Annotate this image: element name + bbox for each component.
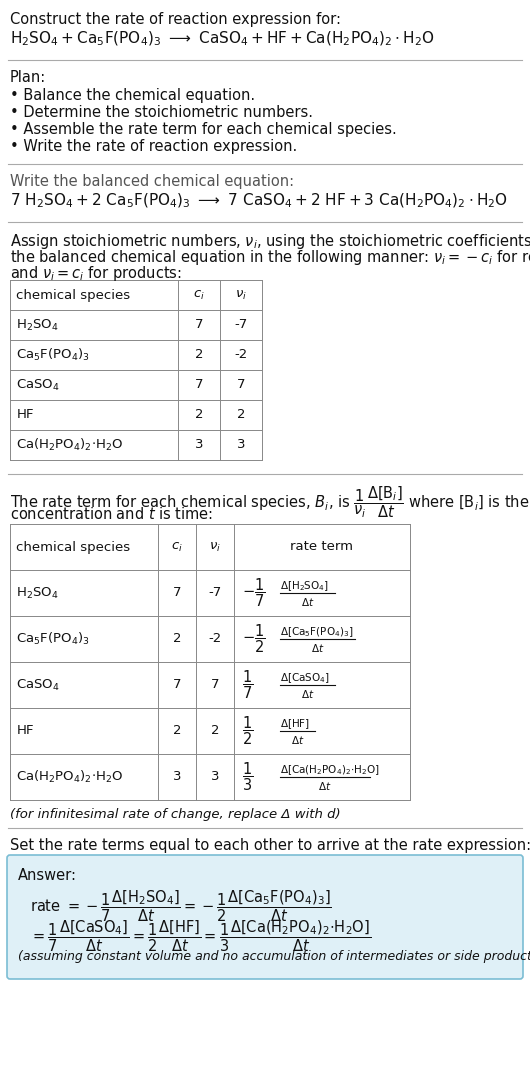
Text: $\nu_i$: $\nu_i$ [235, 288, 247, 301]
Text: $\Delta t$: $\Delta t$ [291, 734, 304, 746]
Text: 2: 2 [211, 725, 219, 738]
Text: 7: 7 [211, 679, 219, 691]
Text: 2: 2 [173, 725, 181, 738]
Text: $\Delta t$: $\Delta t$ [301, 688, 314, 700]
Text: -7: -7 [208, 586, 222, 599]
Text: 2: 2 [195, 348, 203, 361]
Text: $= \dfrac{1}{7}\dfrac{\Delta[\mathrm{CaSO_4}]}{\Delta t} = \dfrac{1}{2}\dfrac{\D: $= \dfrac{1}{7}\dfrac{\Delta[\mathrm{CaS… [30, 918, 371, 954]
Text: chemical species: chemical species [16, 288, 130, 301]
Text: and $\nu_i = c_i$ for products:: and $\nu_i = c_i$ for products: [10, 264, 182, 283]
Text: $\Delta[\mathrm{Ca_5F(PO_4)_3}]$: $\Delta[\mathrm{Ca_5F(PO_4)_3}]$ [280, 625, 354, 639]
Text: $\mathrm{7\ H_2SO_4 + 2\ Ca_5F(PO_4)_3 \ \longrightarrow \ 7\ CaSO_4 + 2\ HF + 3: $\mathrm{7\ H_2SO_4 + 2\ Ca_5F(PO_4)_3 \… [10, 192, 508, 210]
Text: $\Delta[\mathrm{Ca(H_2PO_4)_2{\cdot}H_2O}]$: $\Delta[\mathrm{Ca(H_2PO_4)_2{\cdot}H_2O… [280, 763, 379, 777]
Text: Construct the rate of reaction expression for:: Construct the rate of reaction expressio… [10, 12, 341, 27]
Text: $\mathrm{H_2SO_4}$: $\mathrm{H_2SO_4}$ [16, 317, 59, 332]
Text: $\mathrm{HF}$: $\mathrm{HF}$ [16, 408, 34, 421]
Text: Set the rate terms equal to each other to arrive at the rate expression:: Set the rate terms equal to each other t… [10, 838, 530, 853]
Text: 7: 7 [195, 318, 203, 331]
Text: 7: 7 [195, 378, 203, 391]
Text: $\Delta t$: $\Delta t$ [318, 780, 332, 792]
Text: $-\dfrac{1}{2}$: $-\dfrac{1}{2}$ [242, 623, 266, 655]
Text: $c_i$: $c_i$ [193, 288, 205, 301]
Text: $\mathrm{Ca_5F(PO_4)_3}$: $\mathrm{Ca_5F(PO_4)_3}$ [16, 631, 90, 647]
Text: $\mathrm{CaSO_4}$: $\mathrm{CaSO_4}$ [16, 678, 60, 693]
Text: (for infinitesimal rate of change, replace Δ with d): (for infinitesimal rate of change, repla… [10, 808, 341, 821]
Text: rate term: rate term [290, 540, 354, 553]
Text: 2: 2 [173, 632, 181, 645]
Text: Assign stoichiometric numbers, $\nu_i$, using the stoichiometric coefficients, $: Assign stoichiometric numbers, $\nu_i$, … [10, 232, 530, 251]
Text: $\mathrm{Ca(H_2PO_4)_2{\cdot}H_2O}$: $\mathrm{Ca(H_2PO_4)_2{\cdot}H_2O}$ [16, 437, 123, 453]
Text: $\Delta[\mathrm{H_2SO_4}]$: $\Delta[\mathrm{H_2SO_4}]$ [280, 579, 329, 593]
Text: 7: 7 [237, 378, 245, 391]
Text: $\mathrm{CaSO_4}$: $\mathrm{CaSO_4}$ [16, 377, 60, 392]
Text: $\mathrm{H_2SO_4}$: $\mathrm{H_2SO_4}$ [16, 585, 59, 600]
Text: 2: 2 [195, 408, 203, 421]
Text: 3: 3 [211, 771, 219, 784]
Text: -7: -7 [234, 318, 248, 331]
Text: $\mathrm{Ca_5F(PO_4)_3}$: $\mathrm{Ca_5F(PO_4)_3}$ [16, 347, 90, 363]
Text: 3: 3 [237, 438, 245, 451]
Text: -2: -2 [208, 632, 222, 645]
Text: 3: 3 [195, 438, 203, 451]
Text: $\Delta[\mathrm{CaSO_4}]$: $\Delta[\mathrm{CaSO_4}]$ [280, 671, 330, 685]
Text: $\mathrm{Ca(H_2PO_4)_2{\cdot}H_2O}$: $\mathrm{Ca(H_2PO_4)_2{\cdot}H_2O}$ [16, 769, 123, 785]
Text: $\dfrac{1}{3}$: $\dfrac{1}{3}$ [242, 761, 253, 793]
Text: • Write the rate of reaction expression.: • Write the rate of reaction expression. [10, 139, 297, 154]
Text: $\Delta t$: $\Delta t$ [311, 642, 324, 654]
Text: $\Delta[\mathrm{HF}]$: $\Delta[\mathrm{HF}]$ [280, 717, 310, 731]
Text: $-\dfrac{1}{7}$: $-\dfrac{1}{7}$ [242, 577, 266, 609]
Text: chemical species: chemical species [16, 540, 130, 553]
Text: $\nu_i$: $\nu_i$ [209, 540, 221, 553]
Text: the balanced chemical equation in the following manner: $\nu_i = -c_i$ for react: the balanced chemical equation in the fo… [10, 248, 530, 267]
Text: 7: 7 [173, 586, 181, 599]
Text: The rate term for each chemical species, $B_i$, is $\dfrac{1}{\nu_i}\dfrac{\Delt: The rate term for each chemical species,… [10, 483, 530, 520]
Text: 7: 7 [173, 679, 181, 691]
Text: • Determine the stoichiometric numbers.: • Determine the stoichiometric numbers. [10, 105, 313, 120]
Text: Answer:: Answer: [18, 868, 77, 883]
Text: (assuming constant volume and no accumulation of intermediates or side products): (assuming constant volume and no accumul… [18, 950, 530, 963]
Text: 2: 2 [237, 408, 245, 421]
Text: $\dfrac{1}{7}$: $\dfrac{1}{7}$ [242, 669, 253, 701]
Text: $c_i$: $c_i$ [171, 540, 183, 553]
Text: $\mathrm{H_2SO_4 + Ca_5F(PO_4)_3 \ \longrightarrow \ CaSO_4 + HF + Ca(H_2PO_4)_2: $\mathrm{H_2SO_4 + Ca_5F(PO_4)_3 \ \long… [10, 30, 435, 48]
Text: 3: 3 [173, 771, 181, 784]
Text: $\Delta t$: $\Delta t$ [301, 596, 314, 608]
Text: rate $= -\dfrac{1}{7}\dfrac{\Delta[\mathrm{H_2SO_4}]}{\Delta t} = -\dfrac{1}{2}\: rate $= -\dfrac{1}{7}\dfrac{\Delta[\math… [30, 888, 332, 924]
Text: Plan:: Plan: [10, 70, 46, 85]
Text: • Balance the chemical equation.: • Balance the chemical equation. [10, 88, 255, 103]
Text: $\mathrm{HF}$: $\mathrm{HF}$ [16, 725, 34, 738]
Text: concentration and $t$ is time:: concentration and $t$ is time: [10, 506, 213, 522]
Text: Write the balanced chemical equation:: Write the balanced chemical equation: [10, 174, 294, 189]
Text: $\dfrac{1}{2}$: $\dfrac{1}{2}$ [242, 715, 253, 747]
Text: • Assemble the rate term for each chemical species.: • Assemble the rate term for each chemic… [10, 122, 397, 137]
Text: -2: -2 [234, 348, 248, 361]
FancyBboxPatch shape [7, 855, 523, 979]
